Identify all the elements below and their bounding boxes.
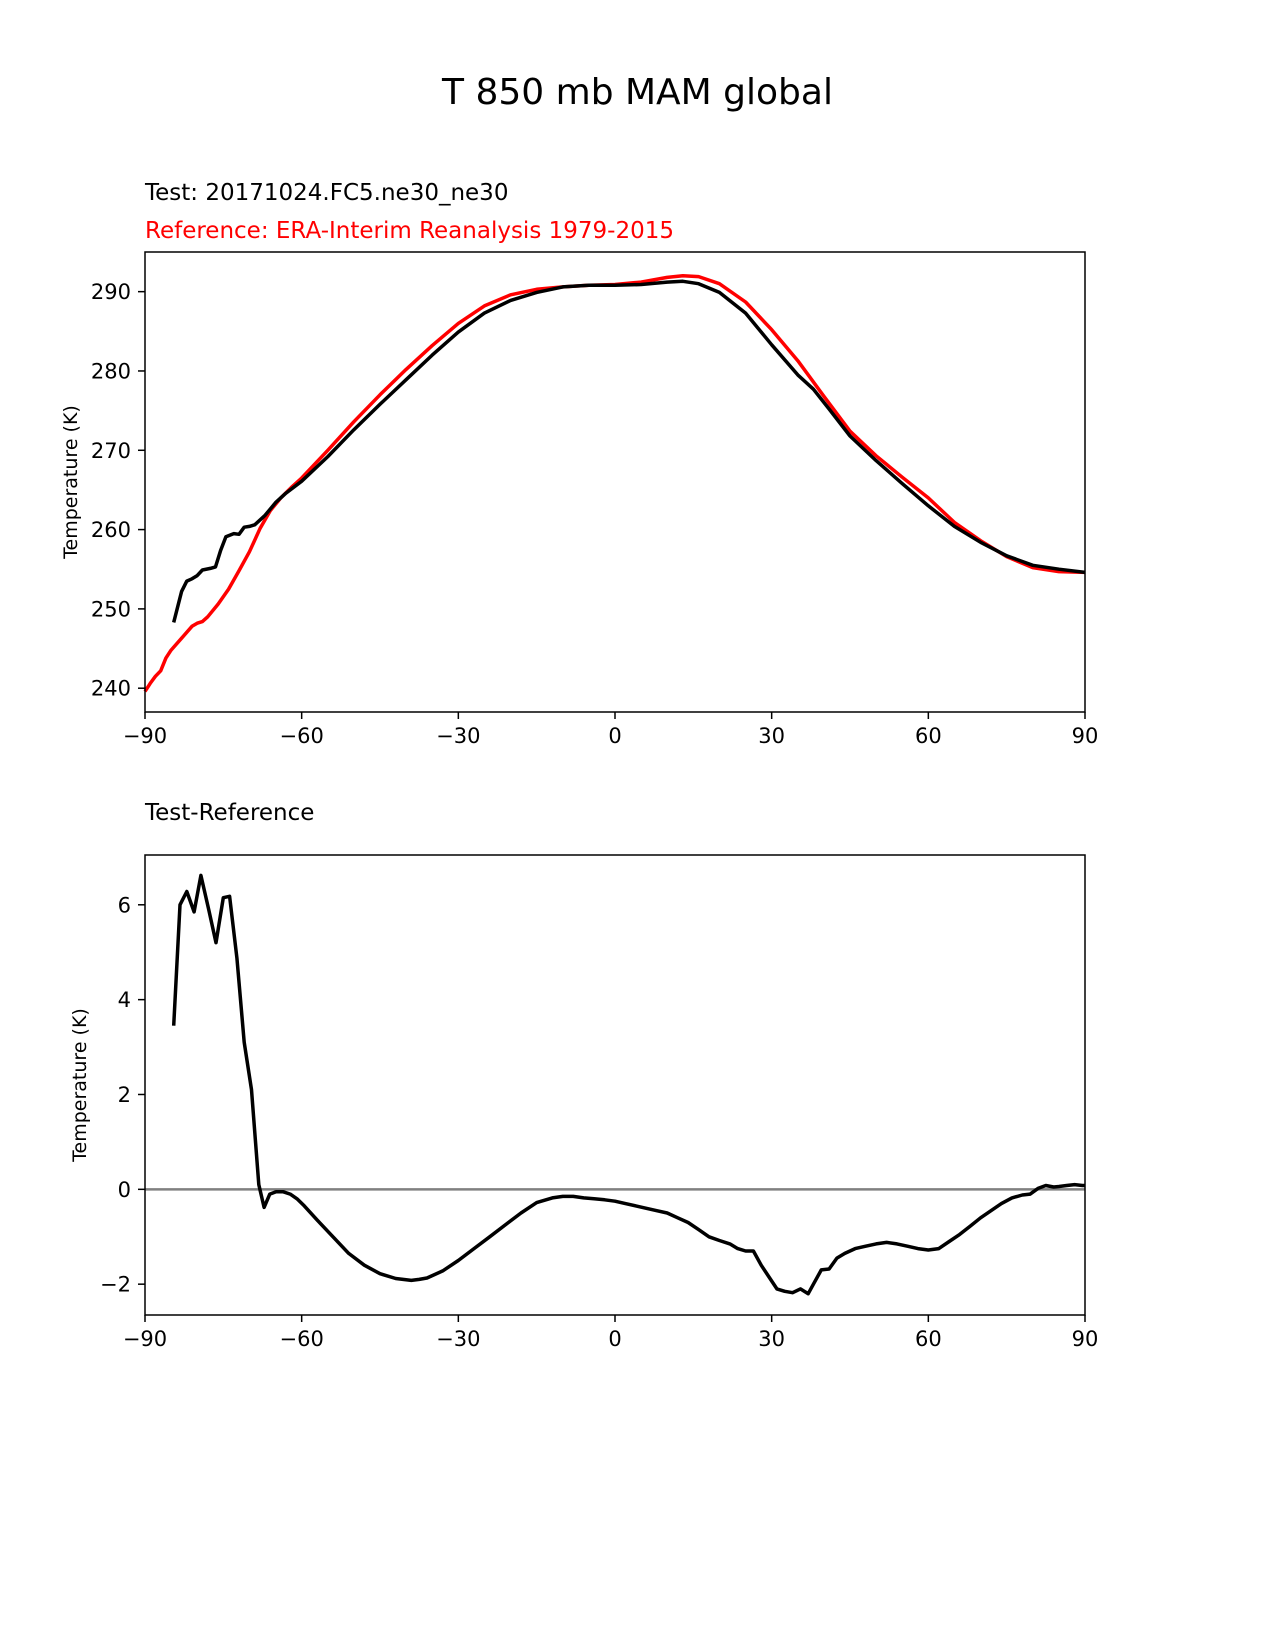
plot1-axes-frame (144, 251, 1086, 713)
figure-title: T 850 mb MAM global (442, 72, 833, 113)
plot1-xtick-label: −90 (123, 724, 167, 748)
plot2-ytick-label: 6 (118, 893, 131, 917)
plot1-xtick-label: 0 (608, 724, 621, 748)
plot1-ytick-label: 270 (91, 439, 131, 463)
plot1-ytick-label: 260 (91, 518, 131, 542)
plot2-xtick-label: 60 (915, 1327, 942, 1351)
plot2-ytick-label: 4 (118, 988, 131, 1012)
plot1-ytick-label: 280 (91, 359, 131, 383)
plot1-xtick-label: 30 (758, 724, 785, 748)
reference-label: Reference: ERA-Interim Reanalysis 1979-2… (145, 218, 674, 244)
plot2-ylabel: Temperature (K) (69, 1008, 91, 1163)
plot1-series-reference (143, 274, 1086, 693)
plot2-ytick-label: 0 (118, 1178, 131, 1202)
plot2-xtick-label: −60 (280, 1327, 324, 1351)
plot2-xtick-label: 30 (758, 1327, 785, 1351)
plot1-ylabel: Temperature (K) (60, 405, 82, 560)
plot2-ytick-label: −2 (100, 1273, 131, 1297)
plot1-ytick-label: 250 (91, 597, 131, 621)
plot2-xtick-label: 0 (608, 1327, 621, 1351)
test-label: Test: 20171024.FC5.ne30_ne30 (145, 180, 509, 206)
diff-subtitle: Test-Reference (145, 800, 315, 826)
plot1-ytick-label: 240 (91, 677, 131, 701)
plot1-series-test (172, 279, 1086, 623)
plot1-ytick-label: 290 (91, 280, 131, 304)
plot1-xtick-label: −60 (280, 724, 324, 748)
plot2-xtick-label: −90 (123, 1327, 167, 1351)
plot1-xtick-label: 90 (1072, 724, 1099, 748)
plot1-xtick-label: 60 (915, 724, 942, 748)
plot2-ytick-label: 2 (118, 1083, 131, 1107)
plot2-series-test-reference (171, 873, 1085, 1296)
plot2-xtick-label: −30 (436, 1327, 480, 1351)
plot2-xtick-label: 90 (1072, 1327, 1099, 1351)
plot1-xtick-label: −30 (436, 724, 480, 748)
